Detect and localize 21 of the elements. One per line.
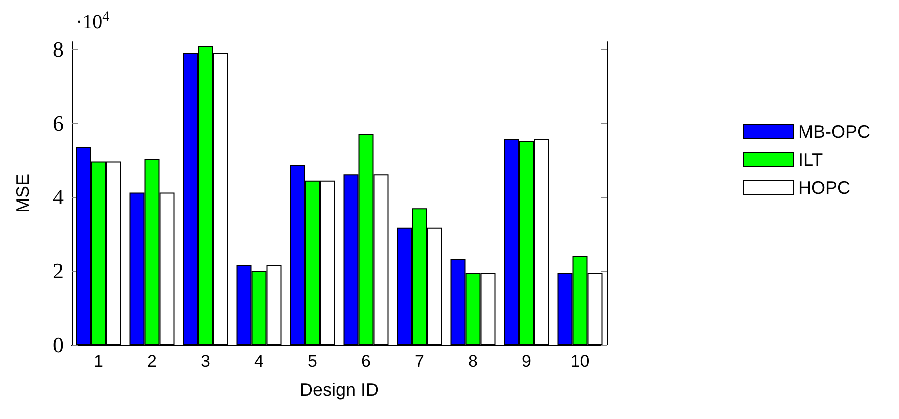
x-tick-label: 10 (570, 352, 590, 371)
y-tick-label: 8 (53, 36, 64, 62)
y-tick-label: 4 (53, 184, 64, 210)
x-tick-label: 2 (148, 352, 157, 371)
y-axis-title: MSE (13, 174, 33, 214)
x-tick-label: 6 (362, 352, 371, 371)
x-tick-label: 7 (415, 352, 424, 371)
legend-label: HOPC (798, 178, 851, 198)
legend-label: MB-OPC (798, 122, 870, 142)
y-tick-label: 6 (53, 110, 64, 136)
x-tick-label: 4 (254, 352, 264, 371)
legend-label: ILT (798, 150, 824, 170)
x-tick-label: 3 (201, 352, 210, 371)
x-tick-label: 9 (522, 352, 532, 371)
y-tick-label: 0 (53, 332, 64, 358)
x-tick-label: 5 (308, 352, 318, 371)
text: ·10$^{4}$ (76, 10, 110, 35)
y-tick-label: 2 (53, 258, 64, 284)
x-tick-label: 8 (468, 352, 478, 371)
x-tick-label: 1 (94, 352, 104, 371)
x-axis-title: Design ID (300, 380, 380, 400)
